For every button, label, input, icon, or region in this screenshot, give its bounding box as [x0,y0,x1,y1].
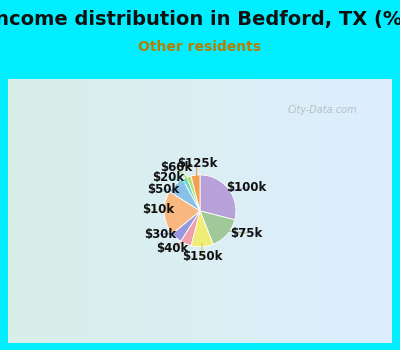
Text: $50k: $50k [147,183,179,196]
Text: Other residents: Other residents [138,40,262,54]
Text: $75k: $75k [230,226,263,239]
Text: $125k: $125k [177,157,217,170]
Wedge shape [183,177,200,211]
Text: Income distribution in Bedford, TX (%): Income distribution in Bedford, TX (%) [0,10,400,29]
Text: $100k: $100k [226,181,267,194]
Text: $30k: $30k [144,228,176,241]
Text: City-Data.com: City-Data.com [288,105,358,116]
Wedge shape [200,175,236,220]
Text: $40k: $40k [156,243,189,256]
Text: $150k: $150k [182,250,222,263]
Wedge shape [164,191,200,234]
Text: $60k: $60k [161,161,193,174]
Wedge shape [187,176,200,211]
Wedge shape [200,211,235,244]
Wedge shape [181,211,200,246]
Wedge shape [172,211,200,241]
Wedge shape [191,211,213,247]
Wedge shape [170,180,200,211]
Wedge shape [191,175,200,211]
Text: $10k: $10k [142,203,174,216]
Text: $20k: $20k [152,170,184,183]
